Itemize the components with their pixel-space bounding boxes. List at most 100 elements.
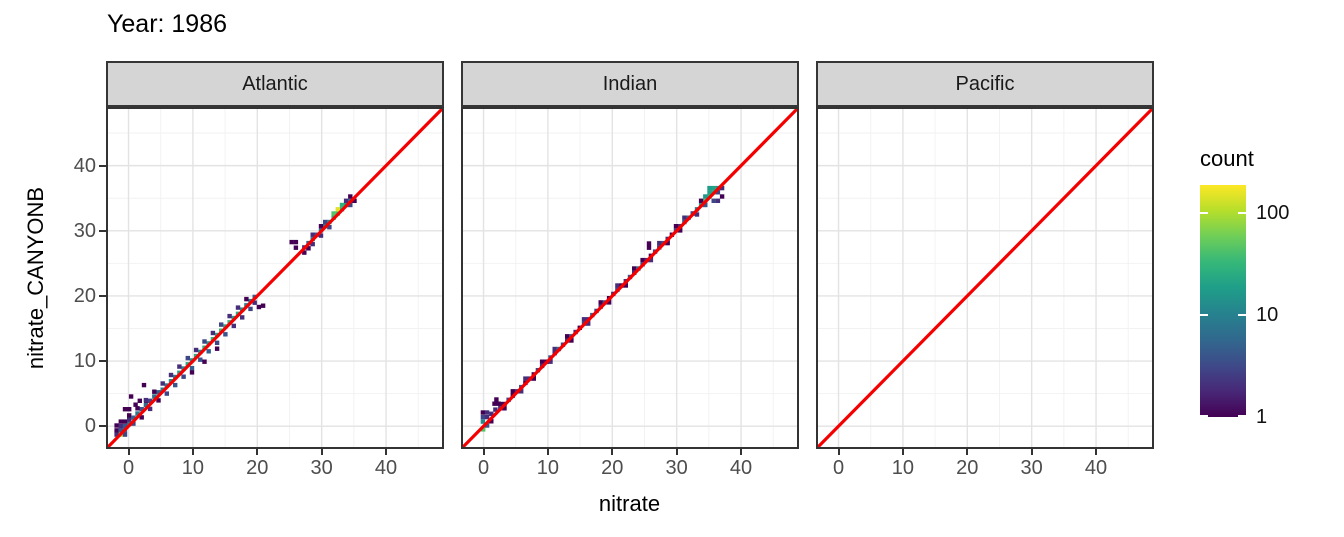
bin-tile [665,240,670,246]
bin-tile [173,382,178,388]
x-tick-label: 30 [310,457,333,479]
bin-tile [252,300,257,305]
bin-tile [214,340,220,345]
bin-tile [703,202,708,208]
bin-tile [127,417,132,422]
chart-title: Year: 1986 [107,10,228,38]
bin-tile [523,376,528,381]
bin-tile [673,224,679,229]
bin-tile [719,194,725,199]
bin-tile [492,401,497,406]
x-tick-mark [740,449,743,455]
facet-strip-indian: Indian [461,61,799,107]
panel-atlantic [106,107,444,449]
bin-tile [114,432,119,437]
bin-tile [244,296,249,302]
panel-border [816,107,1154,449]
bin-tile [678,228,683,233]
bin-tile [141,382,147,388]
bin-tile [519,389,524,394]
bin-tile [698,198,704,203]
legend-colorbar [1200,185,1246,417]
bin-tile [711,185,716,191]
x-tick-label: 10 [891,457,915,479]
bin-tile [694,212,700,217]
x-tick-label: 0 [122,457,135,479]
bin-tile [343,198,349,203]
facet-strip-atlantic: Atlantic [106,61,444,107]
bin-tile [210,330,216,336]
bin-tile [352,198,357,203]
bin-tile [214,346,220,351]
legend-tick-mark [1200,212,1208,215]
bin-tile [206,349,211,354]
bin-tile [181,374,186,379]
bin-tile [118,428,123,433]
x-tick-label: 10 [181,457,205,479]
bin-tile [480,414,486,420]
x-tick-mark [837,449,840,455]
bin-tile [156,398,161,403]
bin-tile [189,370,195,375]
y-tick-mark [99,294,106,297]
bin-tile [510,389,515,394]
bin-tile [139,415,144,420]
bin-tile [127,413,132,418]
bin-tile [707,190,712,195]
legend-tick-mark [1238,212,1246,215]
bin-tile [122,424,128,429]
bin-tile [122,407,128,412]
bin-tile [331,211,336,216]
bin-tile [335,207,340,212]
bin-tile [143,402,149,408]
legend-tick-mark [1238,314,1246,317]
bin-tile [114,423,119,428]
bin-tile [552,346,557,352]
bin-tile [223,332,228,337]
bin-tile [327,225,332,230]
y-tick-mark [99,164,106,167]
x-tick-mark [901,449,904,455]
bin-tile [193,347,199,353]
bin-tile [231,323,236,329]
x-tick-mark [191,449,194,455]
bin-tile [493,407,498,412]
bin-tile [548,359,553,364]
bin-tile [586,321,591,326]
bin-tile [227,313,232,319]
y-tick-mark [99,360,106,363]
panel-pacific [816,107,1154,449]
bin-tile [339,202,345,208]
x-tick-mark [127,449,130,455]
bin-tile [632,266,637,271]
x-tick-mark [256,449,259,455]
bin-tile [131,415,136,420]
bin-tile [198,357,203,362]
bin-tile [293,239,299,245]
bin-tile [202,359,207,364]
bin-tile [502,406,507,411]
bin-tile [480,410,486,415]
bin-tile [135,411,140,416]
x-tick-mark [611,449,614,455]
bin-tile [240,315,245,320]
legend-tick-label: 1 [1256,406,1268,428]
x-tick-label: 40 [374,457,398,479]
bin-tile [682,215,687,220]
x-tick-label: 0 [832,457,845,479]
x-tick-mark [1030,449,1033,455]
bin-tile [489,411,494,416]
bin-tile [646,245,652,250]
bin-tile [310,241,315,247]
bin-tile [711,198,716,203]
bin-tile [348,202,353,208]
x-tick-label: 40 [729,457,753,479]
bin-tile [623,283,628,288]
bin-tile [147,406,153,412]
x-tick-mark [482,449,485,455]
y-tick-label: 30 [73,219,96,242]
facet-strip-label: Pacific [955,72,1015,95]
bin-tile [289,239,294,245]
bin-tile [185,355,190,361]
